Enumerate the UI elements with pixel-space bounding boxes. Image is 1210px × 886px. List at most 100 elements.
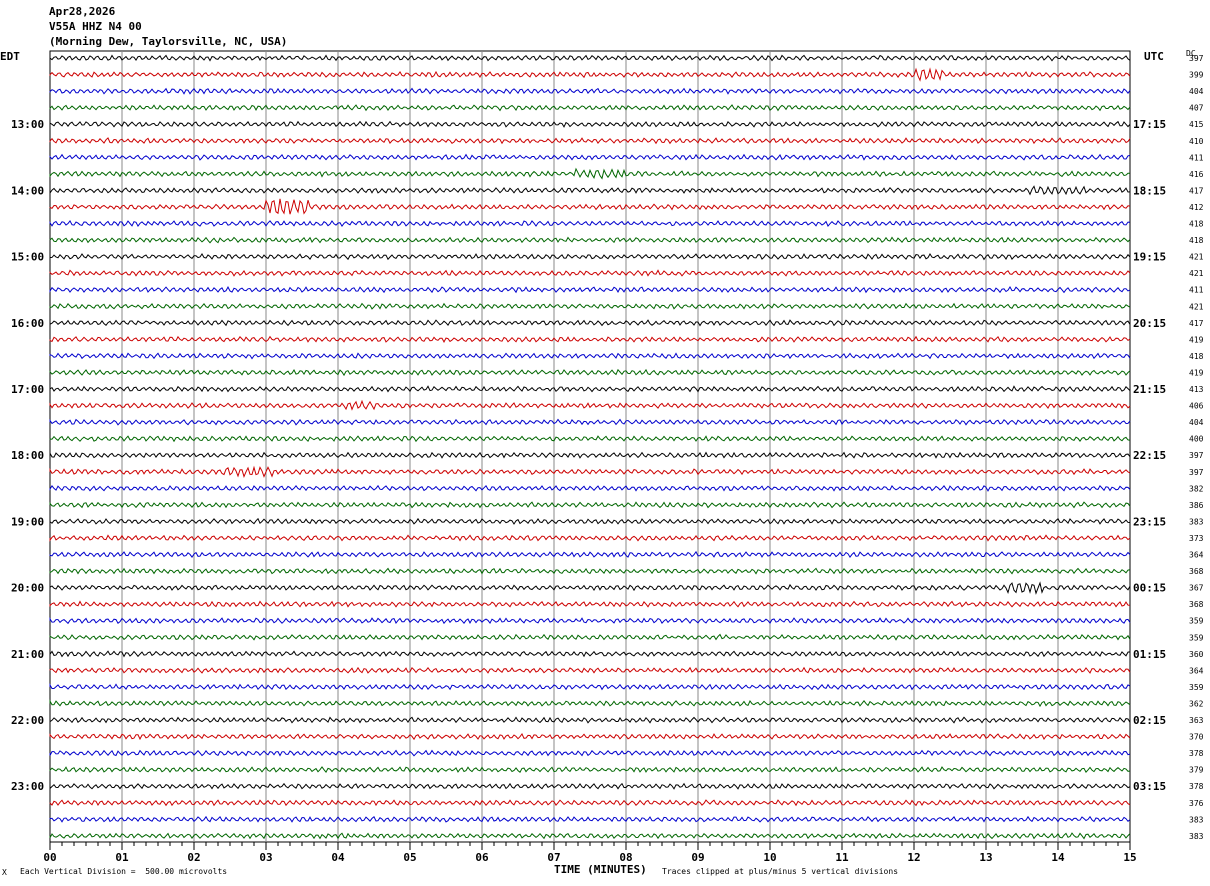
left-hour-label: 15:00 (11, 251, 44, 264)
dc-offset-value: 397 (1189, 54, 1204, 63)
dc-offset-value: 359 (1189, 683, 1204, 692)
seismic-trace (49, 766, 1131, 773)
dc-offset-value: 406 (1189, 402, 1204, 411)
dc-offset-value: 363 (1189, 716, 1204, 725)
right-hour-label: 19:15 (1133, 251, 1166, 264)
dc-offset-value: 419 (1189, 368, 1204, 377)
dc-offset-value: 386 (1189, 501, 1204, 510)
left-hour-label: 21:00 (11, 648, 44, 661)
left-hour-label: 16:00 (11, 317, 44, 330)
dc-offset-value: 410 (1189, 137, 1204, 146)
dc-label: DC (1186, 49, 1196, 58)
x-tick-label: 10 (763, 851, 776, 864)
dc-offset-value: 418 (1189, 352, 1204, 361)
right-hour-label: 03:15 (1133, 780, 1166, 793)
seismic-trace (49, 617, 1131, 625)
seismic-trace (49, 699, 1131, 708)
right-hour-label: 18:15 (1133, 184, 1166, 197)
x-tick-label: 14 (1051, 851, 1065, 864)
date-label: Apr28,2026 (49, 5, 116, 18)
seismic-trace (49, 399, 1131, 411)
dc-offset-value: 413 (1189, 385, 1204, 394)
dc-offset-value: 383 (1189, 832, 1204, 841)
seismic-trace (49, 733, 1131, 741)
seismic-trace (49, 550, 1131, 558)
x-tick-label: 02 (187, 851, 200, 864)
location-label: (Morning Dew, Taylorsville, NC, USA) (49, 35, 288, 48)
seismic-trace (49, 104, 1131, 112)
left-hour-label: 20:00 (11, 582, 44, 595)
x-tick-label: 11 (835, 851, 849, 864)
dc-offset-value: 418 (1189, 220, 1204, 229)
dc-offset-value: 404 (1189, 87, 1204, 96)
seismic-trace (49, 716, 1131, 724)
seismic-trace (49, 815, 1131, 823)
seismic-trace (49, 683, 1131, 691)
seismic-trace (49, 567, 1131, 575)
right-hour-label: 20:15 (1133, 317, 1166, 330)
seismic-trace (49, 451, 1131, 459)
seismic-trace (49, 385, 1131, 393)
dc-offset-value: 407 (1189, 104, 1204, 113)
seismic-trace (49, 650, 1131, 658)
dc-offset-value: 421 (1189, 269, 1204, 278)
right-hour-label: 21:15 (1133, 383, 1166, 396)
right-timezone-label: UTC (1144, 50, 1164, 63)
seismic-trace (49, 167, 1130, 180)
dc-offset-value: 397 (1189, 468, 1204, 477)
seismic-trace (49, 236, 1131, 244)
seismic-trace (49, 517, 1131, 525)
dc-offset-value: 397 (1189, 451, 1204, 460)
dc-offset-value: 382 (1189, 484, 1204, 493)
seismic-trace (49, 600, 1131, 608)
dc-offset-value: 359 (1189, 617, 1204, 626)
seismic-trace (49, 319, 1131, 327)
right-hour-label: 00:15 (1133, 582, 1166, 595)
seismic-trace (49, 581, 1131, 595)
seismic-trace (49, 253, 1131, 261)
seismic-trace (49, 782, 1131, 790)
seismic-trace (49, 87, 1131, 95)
clip-note: Traces clipped at plus/minus 5 vertical … (662, 867, 899, 876)
left-hour-label: 17:00 (11, 383, 44, 396)
x-tick-label: 04 (331, 851, 345, 864)
dc-offset-value: 421 (1189, 302, 1204, 311)
seismic-trace (49, 749, 1131, 757)
dc-offset-value: 370 (1189, 733, 1204, 742)
seismic-trace (49, 418, 1131, 426)
seismic-trace (49, 435, 1131, 443)
x-tick-label: 00 (43, 851, 56, 864)
x-tick-label: 06 (475, 851, 489, 864)
dc-offset-value: 416 (1189, 170, 1204, 179)
seismic-trace (49, 352, 1131, 360)
seismic-trace (49, 54, 1131, 62)
dc-offset-value: 418 (1189, 236, 1204, 245)
seismic-trace (49, 368, 1131, 377)
dc-offset-value: 383 (1189, 815, 1204, 824)
station-label: V55A HHZ N4 00 (49, 20, 142, 33)
x-tick-label: 09 (691, 851, 704, 864)
seismic-trace (49, 219, 1131, 228)
seismic-trace (49, 286, 1131, 294)
dc-offset-value: 412 (1189, 203, 1204, 212)
x-tick-label: 03 (259, 851, 272, 864)
left-hour-label: 23:00 (11, 780, 44, 793)
x-tick-label: 13 (979, 851, 992, 864)
dc-offset-value: 399 (1189, 71, 1204, 80)
dc-offset-value: 378 (1189, 782, 1204, 791)
seismic-trace (49, 302, 1131, 310)
x-axis-label: TIME (MINUTES) (554, 863, 647, 876)
dc-offset-value: 400 (1189, 435, 1204, 444)
seismic-trace (49, 198, 1131, 215)
x-tick-label: 01 (115, 851, 129, 864)
x-tick-label: 05 (403, 851, 416, 864)
corner-mark: X (2, 868, 7, 877)
dc-offset-value: 359 (1189, 633, 1204, 642)
right-hour-label: 17:15 (1133, 118, 1166, 131)
left-hour-label: 19:00 (11, 515, 44, 528)
seismic-trace (49, 534, 1131, 542)
left-hour-label: 14:00 (11, 184, 44, 197)
dc-offset-value: 411 (1189, 286, 1204, 295)
seismic-trace (49, 501, 1131, 509)
dc-offset-value: 417 (1189, 186, 1204, 195)
